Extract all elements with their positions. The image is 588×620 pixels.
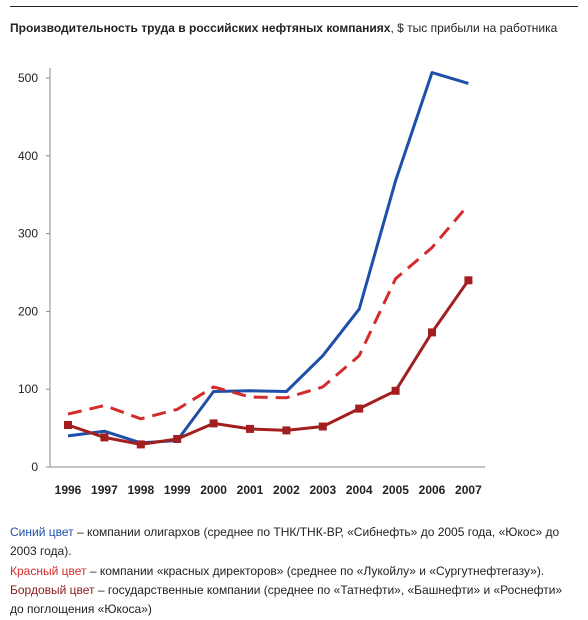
x-tick-label: 2000 xyxy=(200,483,227,497)
x-tick-label: 2001 xyxy=(237,483,264,497)
series-line-1 xyxy=(67,71,469,445)
chart-title-bold: Производительность труда в российских не… xyxy=(10,21,391,35)
series-marker xyxy=(464,276,473,285)
legend-text-blue: – компании олигархов (среднее по ТНК/ТНК… xyxy=(10,525,560,558)
chart-title: Производительность труда в российских не… xyxy=(10,21,580,35)
y-tick-label: 0 xyxy=(31,460,38,474)
legend-text-bordeaux: – государственные компании (среднее по «… xyxy=(10,583,563,616)
x-tick-label: 1999 xyxy=(164,483,191,497)
x-tick-label: 2007 xyxy=(455,483,482,497)
legend-item-oligarchs: Синий цвет – компании олигархов (среднее… xyxy=(10,523,578,561)
chart-axes: 0 100 200 300 400 500 1996 1997 1998 1999 2000 2001… xyxy=(18,68,485,497)
series-marker xyxy=(282,426,291,435)
y-tick-label: 200 xyxy=(18,304,38,318)
x-tick-label: 1998 xyxy=(127,483,154,497)
line-chart: 0 100 200 300 400 500 1996 1997 1998 1999 2000 2001… xyxy=(18,68,485,497)
series-marker xyxy=(136,440,145,449)
x-tick-label: 2002 xyxy=(273,483,300,497)
chart-series xyxy=(64,71,473,449)
legend-label-bordeaux: Бордовый цвет xyxy=(10,583,95,597)
legend-label-red: Красный цвет xyxy=(10,564,87,578)
series-marker xyxy=(246,424,254,433)
series-marker xyxy=(355,404,364,413)
series-marker xyxy=(318,422,327,431)
series-marker xyxy=(100,433,109,442)
series-line-3 xyxy=(67,279,470,446)
x-tick-label: 2004 xyxy=(346,483,373,497)
legend-label-blue: Синий цвет xyxy=(10,525,74,539)
series-marker xyxy=(428,328,436,337)
x-tick-label: 1997 xyxy=(91,483,118,497)
y-tick-label: 100 xyxy=(18,382,38,396)
x-tick-label: 2006 xyxy=(419,483,446,497)
legend-text-red: – компании «красных директоров» (среднее… xyxy=(86,564,545,578)
legend-item-state: Бордовый цвет – государственные компании… xyxy=(10,581,578,619)
x-tick-label: 1996 xyxy=(55,483,82,497)
series-marker xyxy=(173,435,182,443)
series-marker xyxy=(391,386,400,395)
series-marker xyxy=(64,421,72,429)
legend-item-red-directors: Красный цвет – компании «красных директо… xyxy=(10,562,578,581)
series-marker xyxy=(209,419,218,428)
x-tick-label: 2005 xyxy=(382,483,409,497)
chart-title-units: , $ тыс прибыли на работника xyxy=(390,21,558,35)
y-tick-label: 300 xyxy=(18,227,38,241)
y-tick-label: 500 xyxy=(18,71,38,85)
series-line-2 xyxy=(67,203,470,421)
top-divider xyxy=(10,6,578,7)
x-tick-label: 2003 xyxy=(309,483,336,497)
y-tick-label: 400 xyxy=(18,149,38,163)
